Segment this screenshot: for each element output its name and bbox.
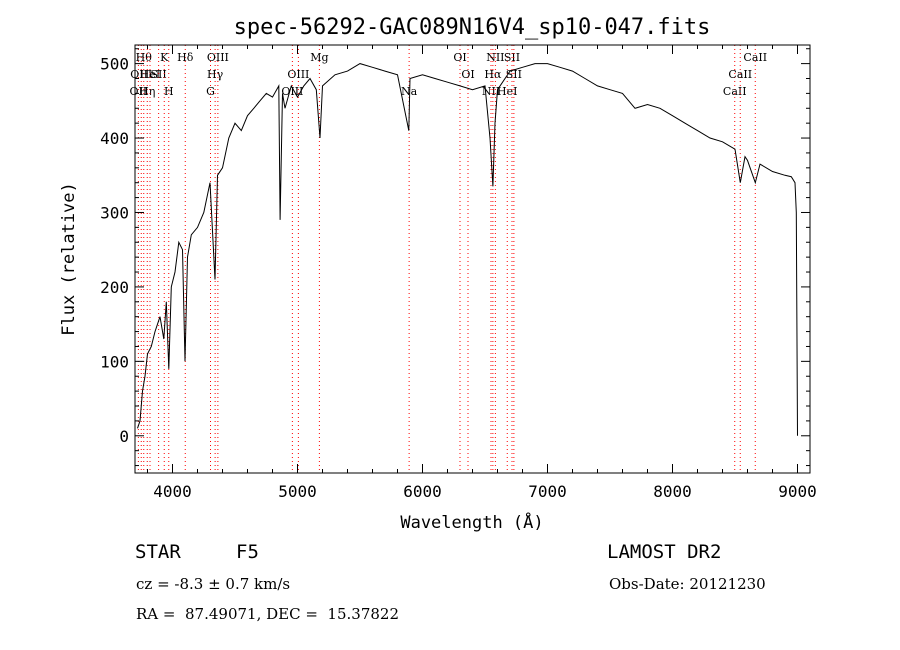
x-tick-label: 7000 xyxy=(528,482,567,501)
subclass: F5 xyxy=(236,541,259,563)
line-marker-label: CaII xyxy=(743,51,767,64)
spectrum-series xyxy=(137,63,798,436)
y-tick-label: 200 xyxy=(100,278,129,297)
x-tick-label: 8000 xyxy=(653,482,692,501)
spectrum-line xyxy=(137,63,798,436)
line-marker-label: HeI xyxy=(497,85,517,98)
y-axis: 0 100 200 300 400 500 xyxy=(100,48,810,467)
velocity-text: cz = -8.3 ± 0.7 km/s xyxy=(136,575,291,593)
line-marker-label: Hη xyxy=(139,85,155,98)
y-axis-label: Flux (relative) xyxy=(59,182,79,336)
survey-label: LAMOST DR2 xyxy=(607,541,722,563)
x-axis-label: Wavelength (Å) xyxy=(400,511,543,533)
class-type: STAR xyxy=(135,541,181,563)
line-markers: OIIOIIIHθHηHeISIIKHHδGHγOIIIOIIIOIIIMgNa… xyxy=(130,45,767,473)
line-marker-label: HeI xyxy=(140,68,160,81)
line-marker-label: Hα xyxy=(484,68,502,81)
line-marker-label: CaII xyxy=(723,85,747,98)
line-marker-label: OIII xyxy=(207,51,229,64)
line-marker-label: OI xyxy=(453,51,466,64)
x-tick-label: 9000 xyxy=(778,482,817,501)
y-tick-label: 500 xyxy=(100,55,129,74)
line-marker-label: SII xyxy=(504,51,520,64)
y-tick-label: 400 xyxy=(100,129,129,148)
line-marker-label: SII xyxy=(151,68,167,81)
x-tick-label: 5000 xyxy=(278,482,317,501)
line-marker-label: CaII xyxy=(728,68,752,81)
line-marker-label: NII xyxy=(482,85,500,98)
line-marker-label: H xyxy=(164,85,174,98)
chart-title: spec-56292-GAC089N16V4_sp10-047.fits xyxy=(234,15,711,40)
line-marker-label: OI xyxy=(461,68,474,81)
line-marker-label: Hγ xyxy=(207,68,224,81)
line-marker-label: K xyxy=(160,51,169,64)
line-marker-label: OII xyxy=(130,85,148,98)
y-tick-label: 100 xyxy=(100,352,129,371)
obs-date: Obs-Date: 20121230 xyxy=(609,575,766,593)
x-tick-label: 4000 xyxy=(153,482,192,501)
y-tick-label: 300 xyxy=(100,203,129,222)
line-marker-label: Hδ xyxy=(177,51,194,64)
line-marker-label: OIII xyxy=(281,85,303,98)
coordinates-text: RA = 87.49071, DEC = 15.37822 xyxy=(136,605,400,623)
line-marker-label: OIII xyxy=(287,68,309,81)
plot-frame xyxy=(134,44,811,474)
line-marker-label: Hθ xyxy=(136,51,153,64)
x-axis: 4000 5000 6000 7000 8000 9000 xyxy=(147,45,817,501)
line-marker-label: NII xyxy=(486,51,504,64)
line-marker-label: Mg xyxy=(310,51,328,64)
y-tick-label: 0 xyxy=(119,427,129,446)
x-tick-label: 6000 xyxy=(403,482,442,501)
line-marker-label: G xyxy=(206,85,215,98)
